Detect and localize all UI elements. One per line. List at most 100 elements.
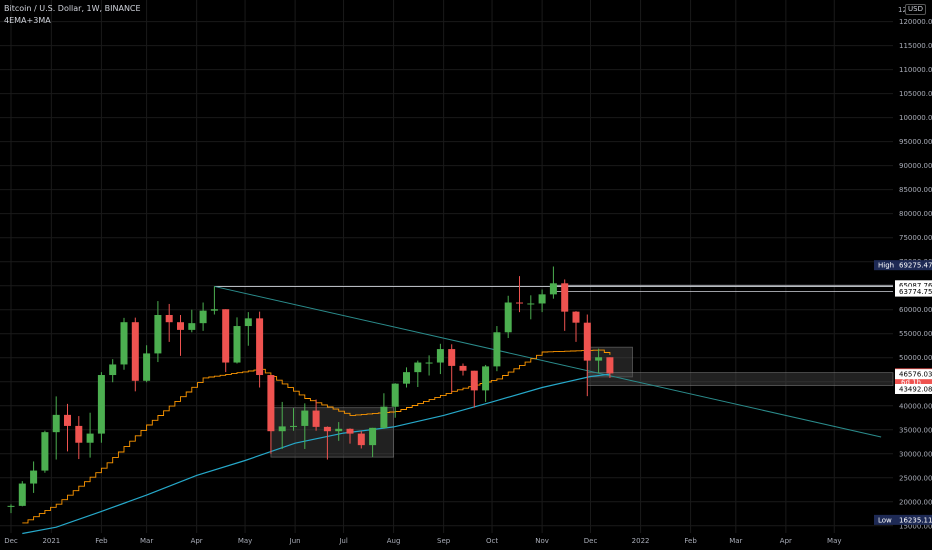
y-tick-label: 85000.00 [899,186,932,194]
candle [403,367,410,388]
candle [256,311,264,388]
candle-body [369,427,377,446]
candle-body [301,410,309,426]
y-tick-label: 35000.00 [899,426,932,434]
candle [52,396,60,460]
candle-body [18,483,26,506]
candle [504,295,512,339]
candle [436,343,444,375]
y-tick-label: 120000.00 [899,18,932,26]
price-tag-box [874,260,932,271]
x-tick-label: Apr [191,537,203,545]
y-tick-label: 75000.00 [899,234,932,242]
candle [210,286,218,315]
candle-body [583,322,591,361]
candle-body [109,364,117,376]
candle [109,359,117,383]
candle-body [516,302,523,304]
candle-body [188,323,196,330]
candle [572,311,580,342]
y-tick-label: 95000.00 [899,138,932,146]
candle [380,393,388,429]
candle [561,279,569,331]
candle [312,399,320,431]
price-tag-label: High [878,262,894,270]
x-tick-label: Mar [729,537,742,545]
candle-body [346,428,354,434]
price-tag-level: 43492.08 [895,383,932,394]
candle [120,317,128,370]
candle-body [527,303,535,305]
price-tag-box [895,286,932,297]
candle [414,360,422,388]
candle-body [154,314,162,354]
candle-body [323,426,331,432]
y-tick-label: 25000.00 [899,474,932,482]
candle [278,401,286,449]
candle-body [97,375,105,434]
candle-body [278,426,286,432]
candle-body [7,505,15,507]
candle-body [380,406,388,428]
candle-body [267,375,275,432]
y-axis: 15000.00 20000.00 25000.00 30000.00 35000.00… [899,18,932,530]
candle-body [470,370,478,391]
price-tag-value: 63774.75 [899,288,932,296]
candle-body [143,353,151,381]
indicator-label[interactable]: 4EMA+3MA [4,16,51,25]
candle [527,295,535,320]
price-tag-level: 46576.03 [895,369,932,380]
candle [64,403,71,452]
candle-body [64,414,71,426]
candle-body [75,425,83,443]
price-tag-level: 63774.75 [895,286,932,297]
candle [391,383,399,418]
candle [301,403,309,449]
y-tick-label: 40000.00 [899,402,932,410]
x-tick-label: Mar [140,537,153,545]
candle-body [222,309,230,363]
ma-line [22,373,610,535]
chart-title: Bitcoin / U.S. Dollar, 1W, BINANCE [4,4,141,13]
candle-body [86,433,94,443]
candle [233,317,241,364]
price-tag-countdown: 6d 1h [901,378,921,386]
y-tick-label: 80000.00 [899,210,932,218]
candle [549,266,557,299]
candle [143,345,151,383]
x-axis: Dec 2021 Feb Mar Apr May Jun Jul Aug Sep Oct Nov Dec… [4,537,841,545]
y-tick-label: 100000.00 [899,114,932,122]
y-tick-label: 90000.00 [899,162,932,170]
price-tag-label: Low [878,516,892,524]
candle [154,301,162,363]
trend-line [214,285,882,438]
price-tag-value: 46576.03 [899,371,932,379]
candle [97,372,105,443]
price-tag-box [895,280,932,291]
x-tick-label: May [827,537,841,545]
candle-body [177,322,184,330]
candle [199,302,207,331]
y-tick-label: 15000.00 [899,522,932,530]
x-tick-label: Feb [684,537,697,545]
candle-body [30,470,38,484]
candle-body [403,372,410,384]
candle [165,303,173,342]
x-tick-label: Aug [387,537,401,545]
grid [0,0,893,533]
y-tick-label: 110000.00 [899,66,932,74]
x-tick-label: May [238,537,252,545]
candle-body [448,349,456,366]
candle-body [312,410,320,427]
candle [30,461,38,493]
price-tag-value: 43492.08 [899,385,932,393]
candle [267,375,275,454]
candle-body [572,311,580,323]
candle [538,289,546,313]
candle [448,344,456,393]
candle-body [391,383,399,407]
candle-body [290,425,297,427]
currency-badge[interactable]: USD [905,4,926,15]
